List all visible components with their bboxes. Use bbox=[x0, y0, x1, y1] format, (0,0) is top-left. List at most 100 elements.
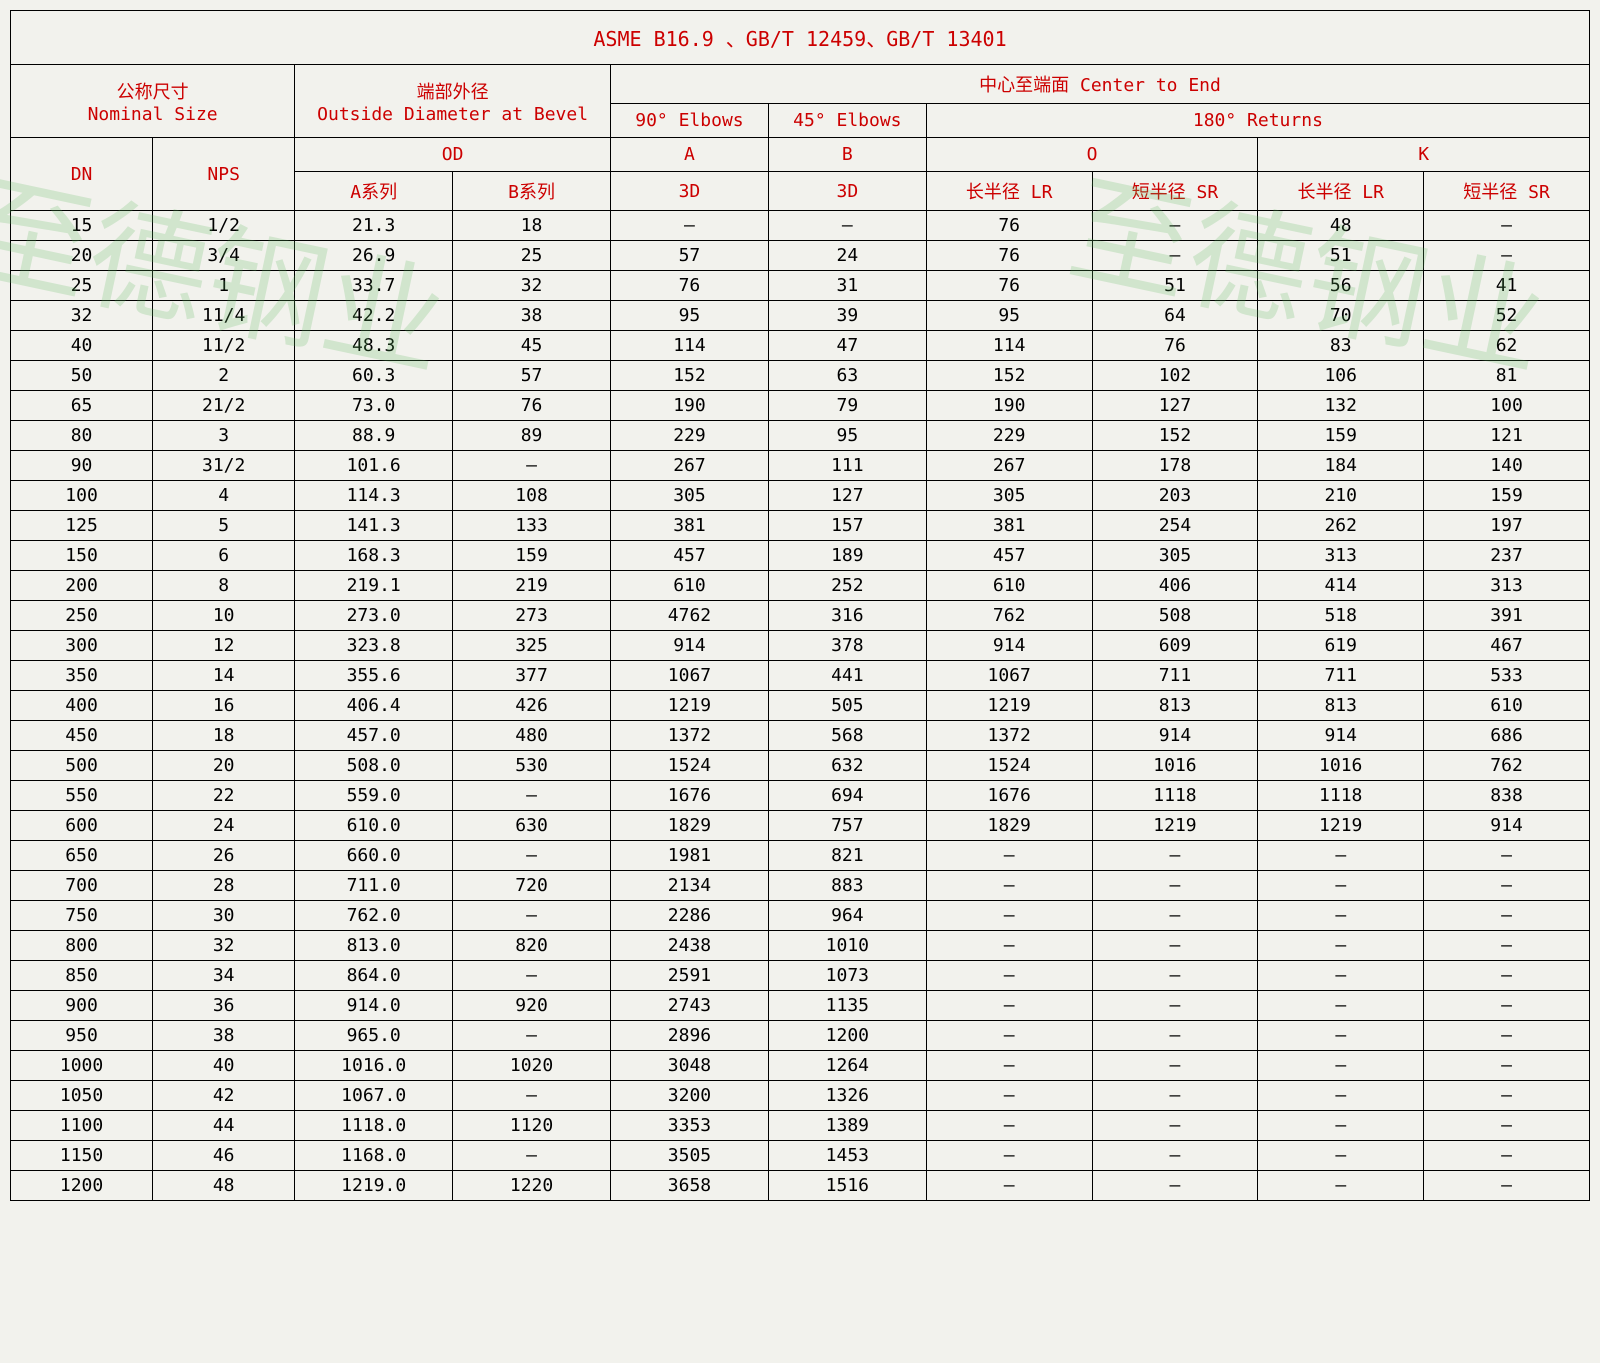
table-cell: 1524 bbox=[611, 751, 769, 781]
table-cell: 1219 bbox=[1092, 811, 1258, 841]
table-cell: 391 bbox=[1424, 601, 1590, 631]
table-cell: — bbox=[1092, 1171, 1258, 1201]
table-cell: 76 bbox=[926, 211, 1092, 241]
table-cell: 762 bbox=[1424, 751, 1590, 781]
table-cell: — bbox=[1258, 841, 1424, 871]
table-cell: 3/4 bbox=[153, 241, 295, 271]
table-cell: 1016 bbox=[1258, 751, 1424, 781]
table-row: 30012323.8325914378914609619467 bbox=[11, 631, 1590, 661]
table-cell: 610.0 bbox=[295, 811, 453, 841]
table-cell: 229 bbox=[926, 421, 1092, 451]
table-cell: 711.0 bbox=[295, 871, 453, 901]
table-cell: 500 bbox=[11, 751, 153, 781]
table-cell: 1067 bbox=[926, 661, 1092, 691]
table-row: 203/426.925572476—51— bbox=[11, 241, 1590, 271]
header-lr1: 长半径 LR bbox=[926, 172, 1092, 211]
table-cell: 40 bbox=[153, 1051, 295, 1081]
table-cell: 100 bbox=[11, 481, 153, 511]
table-cell: 51 bbox=[1092, 271, 1258, 301]
table-cell: — bbox=[1258, 991, 1424, 1021]
table-row: 50260.3571526315210210681 bbox=[11, 361, 1590, 391]
table-cell: 813.0 bbox=[295, 931, 453, 961]
table-cell: 111 bbox=[768, 451, 926, 481]
table-cell: 50 bbox=[11, 361, 153, 391]
table-cell: 219.1 bbox=[295, 571, 453, 601]
table-cell: 190 bbox=[611, 391, 769, 421]
header-center: 中心至端面 Center to End bbox=[611, 65, 1590, 104]
table-cell: — bbox=[926, 1081, 1092, 1111]
table-cell: 90 bbox=[11, 451, 153, 481]
table-cell: 80 bbox=[11, 421, 153, 451]
table-cell: 900 bbox=[11, 991, 153, 1021]
table-cell: 533 bbox=[1424, 661, 1590, 691]
header-od: 端部外径 Outside Diameter at Bevel bbox=[295, 65, 611, 138]
table-cell: 1016 bbox=[1092, 751, 1258, 781]
table-cell: 56 bbox=[1258, 271, 1424, 301]
table-row: 1255141.3133381157381254262197 bbox=[11, 511, 1590, 541]
table-cell: 965.0 bbox=[295, 1021, 453, 1051]
table-cell: 31/2 bbox=[153, 451, 295, 481]
table-cell: 48 bbox=[1258, 211, 1424, 241]
table-cell: — bbox=[926, 991, 1092, 1021]
table-cell: 152 bbox=[926, 361, 1092, 391]
table-cell: — bbox=[1258, 931, 1424, 961]
table-cell: 81 bbox=[1424, 361, 1590, 391]
table-row: 3211/442.238953995647052 bbox=[11, 301, 1590, 331]
header-nominal: 公称尺寸 Nominal Size bbox=[11, 65, 295, 138]
table-cell: 73.0 bbox=[295, 391, 453, 421]
table-cell: — bbox=[1092, 901, 1258, 931]
table-row: 95038965.0—28961200———— bbox=[11, 1021, 1590, 1051]
table-row: 75030762.0—2286964———— bbox=[11, 901, 1590, 931]
table-cell: 20 bbox=[11, 241, 153, 271]
table-cell: 305 bbox=[611, 481, 769, 511]
table-cell: — bbox=[1258, 871, 1424, 901]
table-cell: 457 bbox=[611, 541, 769, 571]
table-cell: 1020 bbox=[453, 1051, 611, 1081]
table-cell: — bbox=[768, 211, 926, 241]
table-cell: 1219 bbox=[611, 691, 769, 721]
table-cell: 316 bbox=[768, 601, 926, 631]
table-cell: 323.8 bbox=[295, 631, 453, 661]
table-cell: 750 bbox=[11, 901, 153, 931]
header-o: O bbox=[926, 138, 1258, 172]
table-cell: — bbox=[453, 1081, 611, 1111]
table-cell: 914 bbox=[926, 631, 1092, 661]
table-cell: 450 bbox=[11, 721, 153, 751]
table-cell: 70 bbox=[1258, 301, 1424, 331]
table-cell: 1516 bbox=[768, 1171, 926, 1201]
table-cell: 114.3 bbox=[295, 481, 453, 511]
table-cell: 273 bbox=[453, 601, 611, 631]
table-row: 55022559.0—1676694167611181118838 bbox=[11, 781, 1590, 811]
table-cell: — bbox=[926, 931, 1092, 961]
table-cell: 219 bbox=[453, 571, 611, 601]
table-cell: 76 bbox=[926, 271, 1092, 301]
table-cell: 1219.0 bbox=[295, 1171, 453, 1201]
table-cell: 16 bbox=[153, 691, 295, 721]
table-cell: — bbox=[1092, 841, 1258, 871]
table-row: 90036914.092027431135———— bbox=[11, 991, 1590, 1021]
table-cell: — bbox=[1258, 1111, 1424, 1141]
table-cell: 609 bbox=[1092, 631, 1258, 661]
table-cell: 11/4 bbox=[153, 301, 295, 331]
table-cell: 46 bbox=[153, 1141, 295, 1171]
table-cell: — bbox=[926, 1141, 1092, 1171]
table-row: 70028711.07202134883———— bbox=[11, 871, 1590, 901]
table-cell: 51 bbox=[1258, 241, 1424, 271]
table-cell: 237 bbox=[1424, 541, 1590, 571]
table-cell: 25 bbox=[11, 271, 153, 301]
table-cell: 325 bbox=[453, 631, 611, 661]
table-cell: 950 bbox=[11, 1021, 153, 1051]
table-cell: 95 bbox=[926, 301, 1092, 331]
table-cell: 168.3 bbox=[295, 541, 453, 571]
table-cell: 457.0 bbox=[295, 721, 453, 751]
table-cell: 1389 bbox=[768, 1111, 926, 1141]
table-cell: 720 bbox=[453, 871, 611, 901]
table-cell: 83 bbox=[1258, 331, 1424, 361]
header-nps: NPS bbox=[153, 138, 295, 211]
table-row: 60024610.06301829757182912191219914 bbox=[11, 811, 1590, 841]
table-cell: 15 bbox=[11, 211, 153, 241]
header-45elbows: 45° Elbows bbox=[768, 104, 926, 138]
table-cell: 114 bbox=[926, 331, 1092, 361]
table-cell: — bbox=[1424, 871, 1590, 901]
table-cell: — bbox=[926, 871, 1092, 901]
